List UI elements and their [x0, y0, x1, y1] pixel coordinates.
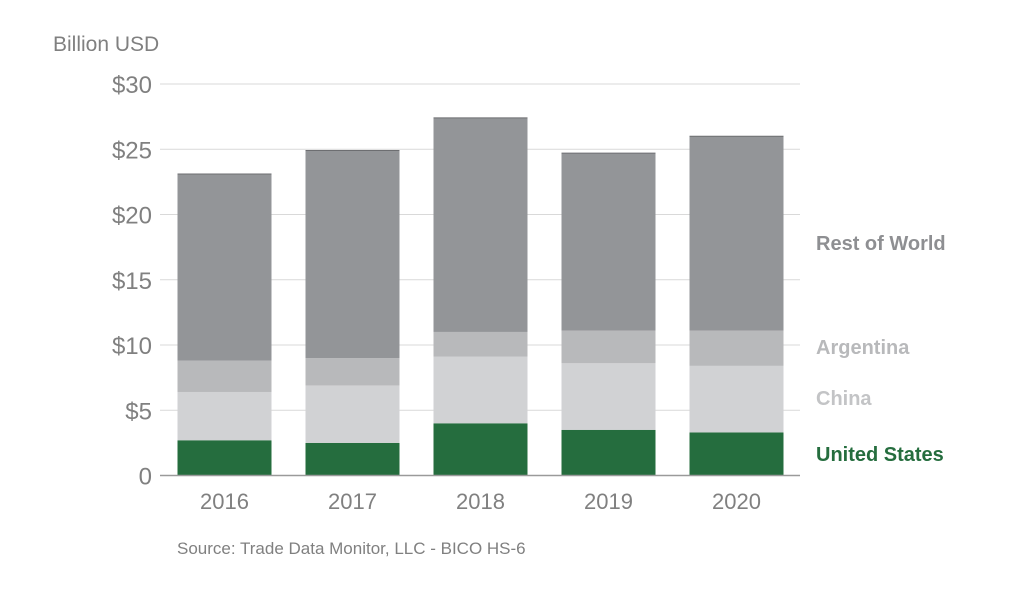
axes: Billion USD Source: Trade Data Monitor, … [53, 33, 800, 558]
y-axis-unit-label: Billion USD [53, 33, 159, 56]
legend: United States China Argentina Rest of World [816, 233, 946, 466]
x-tick-label-2020: 2020 [712, 489, 761, 514]
bars [177, 117, 784, 476]
bar-argentina-2017 [305, 358, 400, 386]
x-tick-label-2017: 2017 [328, 489, 377, 514]
y-tick-label: $25 [112, 137, 152, 164]
x-tick-label-2018: 2018 [456, 489, 505, 514]
y-tick-label: 0 [139, 464, 152, 491]
bar-china-2017 [305, 385, 400, 443]
bar-rest-of-world-2018 [433, 117, 528, 332]
bar-united-states-2020 [689, 432, 784, 476]
bar-rest-of-world-2019 [561, 153, 656, 331]
y-tick-label: $5 [125, 398, 152, 425]
legend-label-rest-of-world: Rest of World [816, 233, 946, 255]
bar-rest-of-world-2016 [177, 174, 272, 361]
bar-united-states-2017 [305, 442, 400, 476]
source-note: Source: Trade Data Monitor, LLC - BICO H… [177, 539, 526, 558]
y-tick-label: $30 [112, 72, 152, 99]
y-tick-label: $10 [112, 333, 152, 360]
y-tick-label: $20 [112, 203, 152, 230]
bar-rest-of-world-2017 [305, 150, 400, 359]
bar-argentina-2018 [433, 331, 528, 357]
bar-argentina-2020 [689, 330, 784, 366]
x-tick-label-2016: 2016 [200, 489, 249, 514]
bar-china-2018 [433, 356, 528, 424]
legend-label-united-states: United States [816, 444, 944, 466]
bar-united-states-2019 [561, 429, 656, 476]
bar-argentina-2016 [177, 360, 272, 392]
legend-label-argentina: Argentina [816, 337, 910, 359]
bar-china-2020 [689, 365, 784, 433]
bar-china-2019 [561, 363, 656, 430]
bar-rest-of-world-2020 [689, 136, 784, 331]
bar-argentina-2019 [561, 330, 656, 364]
bar-united-states-2016 [177, 440, 272, 476]
bar-united-states-2018 [433, 423, 528, 476]
legend-label-china: China [816, 388, 872, 410]
bar-china-2016 [177, 391, 272, 441]
x-tick-label-2019: 2019 [584, 489, 633, 514]
y-tick-label: $15 [112, 268, 152, 295]
